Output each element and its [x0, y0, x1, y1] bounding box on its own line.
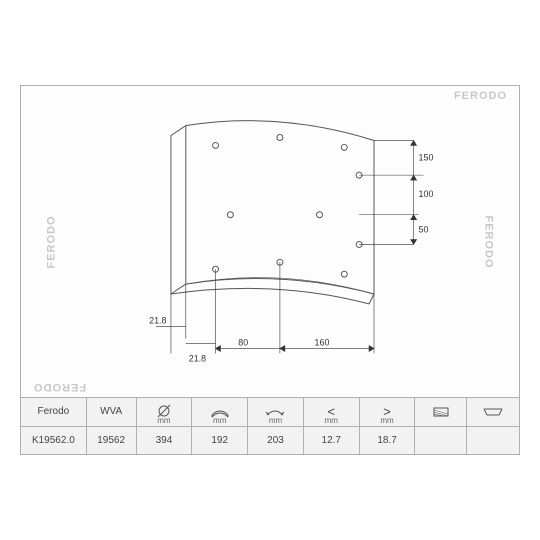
val-min: 12.7 — [304, 427, 360, 455]
watermark-left: FERODO — [46, 215, 58, 268]
val-profile — [467, 427, 519, 455]
dim-80: 80 — [238, 337, 248, 347]
val-max: 18.7 — [360, 427, 416, 455]
value-row: K19562.0 19562 394 192 203 12.7 18.7 — [21, 426, 519, 455]
dim-21-8b: 21.8 — [189, 353, 206, 363]
dim-100: 100 — [419, 189, 434, 199]
watermark-top: FERODO — [454, 90, 507, 102]
technical-drawing-frame: FERODO FERODO FERODO FERODO — [20, 85, 520, 455]
hdr-max-icon: > mm — [360, 398, 416, 426]
hdr-width-icon: mm — [192, 398, 248, 426]
hdr-material-icon — [415, 398, 467, 426]
brake-lining-diagram: 150 100 50 21.8 21.8 80 1 — [21, 86, 519, 397]
val-partno: K19562.0 — [21, 427, 87, 455]
dim-160: 160 — [315, 337, 330, 347]
hdr-min-icon: < mm — [304, 398, 360, 426]
header-row: Ferodo WVA mm mm mm < mm > mm — [21, 398, 519, 426]
watermark-right: FERODO — [482, 215, 494, 268]
val-width: 192 — [192, 427, 248, 455]
hdr-length-icon: mm — [248, 398, 304, 426]
dim-21-8a: 21.8 — [149, 316, 166, 326]
val-material — [415, 427, 467, 455]
hdr-wva: WVA — [87, 398, 137, 426]
spec-table: Ferodo WVA mm mm mm < mm > mm — [21, 398, 519, 454]
val-diameter: 394 — [137, 427, 193, 455]
dim-50: 50 — [419, 225, 429, 235]
watermark-bottom: FERODO — [33, 381, 86, 393]
hdr-diameter-icon: mm — [137, 398, 193, 426]
drawing-area: FERODO FERODO FERODO FERODO — [21, 86, 519, 398]
val-length: 203 — [248, 427, 304, 455]
val-wva: 19562 — [87, 427, 137, 455]
dim-150: 150 — [419, 152, 434, 162]
hdr-ferodo: Ferodo — [21, 398, 87, 426]
hdr-profile-icon — [467, 398, 519, 426]
